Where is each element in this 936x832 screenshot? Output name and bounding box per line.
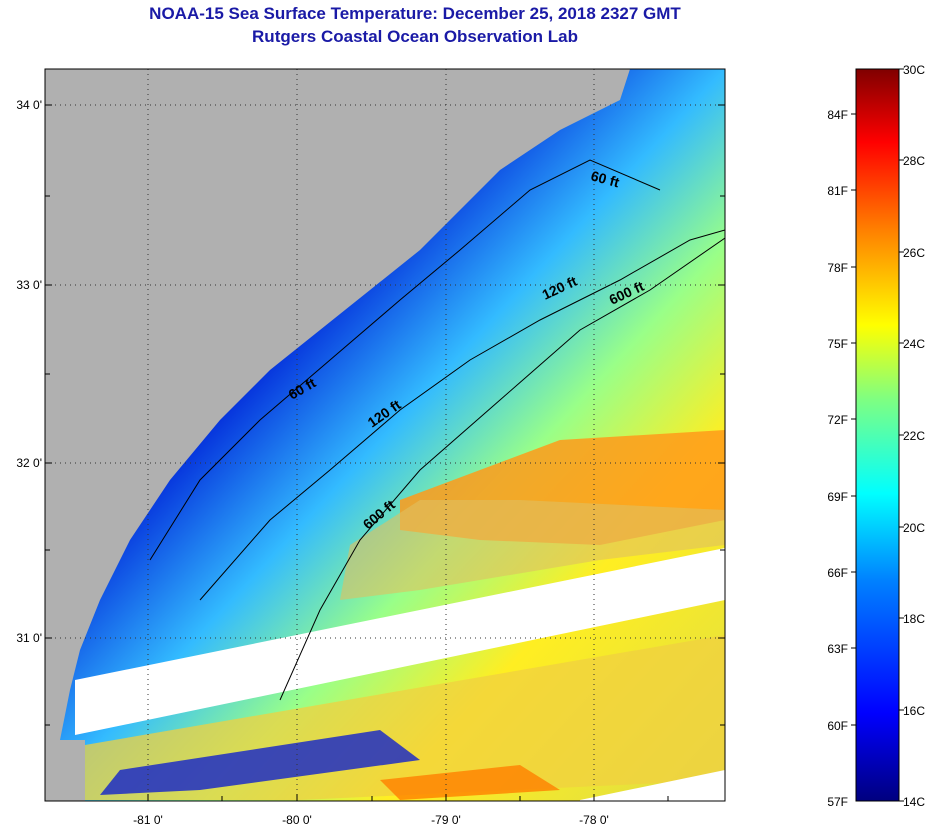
contour-600ft (279, 237, 725, 701)
map-title: NOAA-15 Sea Surface Temperature: Decembe… (149, 4, 681, 23)
map-subtitle: Rutgers Coastal Ocean Observation Lab (252, 27, 578, 46)
lat-label-33: 33 0' (16, 278, 42, 292)
southern-warm-patch (380, 765, 560, 800)
map-area: 60 ft 120 ft 600 ft 60 ft 120 ft 600 ft (45, 69, 725, 801)
map-frame (44, 68, 726, 802)
colorbar-ticks (851, 68, 904, 802)
colorbar-label-18c: 18C (903, 612, 925, 626)
colorbar-label-84f: 84F (827, 108, 848, 122)
colorbar-label-14c: 14C (903, 795, 925, 809)
colorbar-label-81f: 81F (827, 184, 848, 198)
lat-label-32: 32 0' (16, 456, 42, 470)
map-grid (45, 69, 725, 801)
swath-gap-corner (580, 770, 725, 801)
map-ticks (45, 104, 725, 801)
colorbar-label-60f: 60F (827, 719, 848, 733)
lat-label-31: 31 0' (16, 631, 42, 645)
colorbar-label-26c: 26C (903, 246, 925, 260)
colorbar-label-30c: 30C (903, 63, 925, 77)
colorbar-label-24c: 24C (903, 337, 925, 351)
southern-cool-patch (100, 730, 420, 795)
colorbar-label-57f: 57F (827, 795, 848, 809)
colorbar-label-22c: 22C (903, 429, 925, 443)
land-mass (45, 69, 630, 750)
colorbar-label-63f: 63F (827, 642, 848, 656)
colorbar-label-16c: 16C (903, 704, 925, 718)
land-mass-south (45, 740, 85, 801)
colorbar-label-20c: 20C (903, 521, 925, 535)
colorbar-label-72f: 72F (827, 413, 848, 427)
colorbar-label-75f: 75F (827, 337, 848, 351)
swath-gap-main (75, 548, 725, 735)
lon-label-81: -81 0' (133, 813, 163, 827)
lat-label-34: 34 0' (16, 98, 42, 112)
colorbar-label-78f: 78F (827, 261, 848, 275)
colorbar-label-69f: 69F (827, 490, 848, 504)
contour-120ft (199, 229, 725, 601)
colorbar-label-66f: 66F (827, 566, 848, 580)
lon-label-79: -79 0' (431, 813, 461, 827)
lon-label-80: -80 0' (282, 813, 312, 827)
contour-60ft (149, 159, 661, 561)
lon-label-78: -78 0' (579, 813, 609, 827)
temperature-colorbar (855, 68, 900, 802)
cloud-noise-region (340, 500, 725, 600)
colorbar-label-28c: 28C (903, 154, 925, 168)
depth-label-60ft-north: 60 ft (589, 167, 621, 190)
